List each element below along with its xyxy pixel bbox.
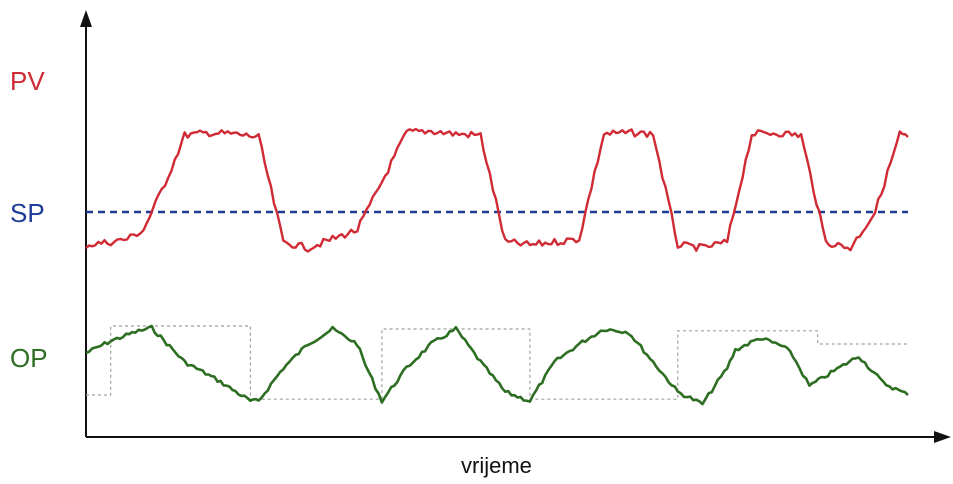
op-series-line — [85, 324, 909, 406]
pv-series-line — [85, 127, 909, 253]
sp-label: SP — [10, 198, 45, 228]
x-axis-label: vrijeme — [461, 453, 532, 478]
op-step-reference-line — [86, 325, 908, 400]
series-layer — [85, 127, 909, 406]
axes — [80, 10, 951, 443]
op-label: OP — [10, 343, 48, 373]
x-axis-arrowhead — [934, 431, 951, 443]
y-axis-arrowhead — [80, 10, 92, 27]
pv-label: PV — [10, 66, 45, 96]
